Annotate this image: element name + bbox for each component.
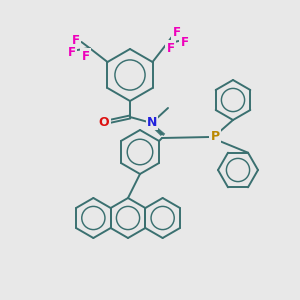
Text: F: F [71,34,80,46]
Text: F: F [68,46,76,59]
Text: N: N [147,116,157,128]
Text: P: P [210,130,220,143]
Text: O: O [99,116,109,128]
Text: F: F [181,35,188,49]
Text: F: F [172,26,181,38]
Text: F: F [167,41,175,55]
Text: F: F [82,50,89,62]
